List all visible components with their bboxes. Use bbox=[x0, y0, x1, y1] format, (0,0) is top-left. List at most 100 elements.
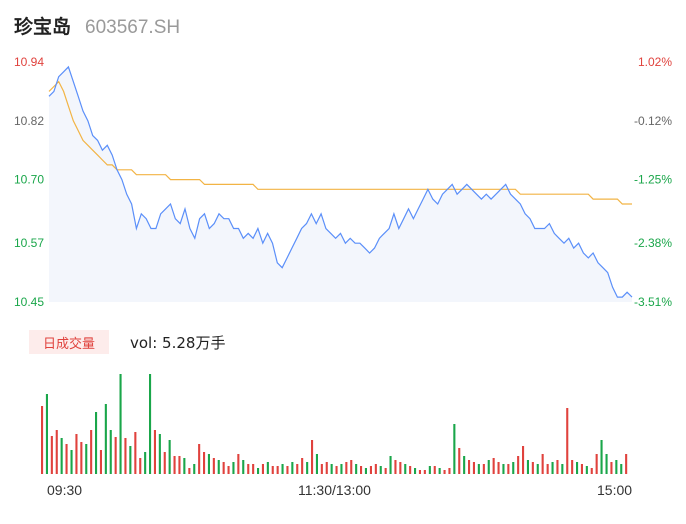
stock-code: 603567.SH bbox=[85, 17, 181, 38]
volume-bar bbox=[345, 462, 348, 474]
volume-bar bbox=[45, 394, 48, 474]
volume-bar bbox=[149, 374, 152, 474]
time-label-open: 09:30 bbox=[47, 482, 83, 498]
volume-bar bbox=[330, 464, 333, 474]
volume-bar bbox=[276, 466, 279, 474]
volume-bar bbox=[232, 462, 235, 474]
volume-bar bbox=[580, 464, 583, 474]
volume-bar bbox=[448, 468, 451, 474]
volume-bar bbox=[600, 440, 603, 474]
volume-bar bbox=[374, 464, 377, 474]
volume-bar bbox=[296, 464, 299, 474]
left-price-axis: 10.94 10.82 10.70 10.57 10.45 bbox=[14, 55, 44, 309]
volume-bar bbox=[438, 468, 441, 474]
time-label-close: 15:00 bbox=[597, 482, 633, 498]
volume-bar bbox=[541, 454, 544, 474]
volume-bar bbox=[497, 462, 500, 474]
volume-bar bbox=[379, 466, 382, 474]
volume-bar bbox=[615, 460, 618, 474]
volume-bar bbox=[95, 412, 98, 474]
volume-bar bbox=[428, 466, 431, 474]
volume-bar bbox=[561, 464, 564, 474]
volume-bar bbox=[207, 454, 210, 474]
volume-bar bbox=[60, 438, 63, 474]
volume-bar bbox=[124, 438, 127, 474]
volume-bar bbox=[556, 460, 559, 474]
volume-bar bbox=[482, 464, 485, 474]
volume-bar bbox=[512, 462, 515, 474]
volume-bar bbox=[153, 430, 156, 474]
volume-bar bbox=[183, 458, 186, 474]
volume-bar bbox=[291, 462, 294, 474]
stock-name: 珍宝岛 bbox=[14, 16, 72, 38]
volume-bar bbox=[360, 466, 363, 474]
volume-bar bbox=[114, 437, 117, 474]
volume-bar bbox=[212, 458, 215, 474]
volume-bar bbox=[414, 468, 417, 474]
volume-bar bbox=[129, 446, 132, 474]
percent-tick-label: 1.02% bbox=[638, 55, 672, 69]
volume-bar bbox=[453, 424, 456, 474]
volume-bar bbox=[252, 464, 255, 474]
volume-bar bbox=[188, 468, 191, 474]
volume-bar bbox=[517, 456, 520, 474]
volume-bar bbox=[104, 404, 107, 474]
volume-bar bbox=[247, 464, 250, 474]
price-tick-label: 10.70 bbox=[14, 173, 44, 187]
volume-bar bbox=[625, 454, 628, 474]
volume-bar bbox=[468, 460, 471, 474]
volume-bar bbox=[85, 444, 88, 474]
volume-bar bbox=[595, 454, 598, 474]
volume-bar bbox=[433, 466, 436, 474]
volume-readout: vol: 5.28万手 bbox=[130, 334, 226, 352]
volume-bar bbox=[301, 458, 304, 474]
volume-bar bbox=[472, 462, 475, 474]
volume-bar bbox=[193, 464, 196, 474]
volume-bar bbox=[65, 444, 68, 474]
volume-tab[interactable]: 日成交量 bbox=[29, 330, 109, 354]
volume-bar bbox=[286, 466, 289, 474]
volume-bar bbox=[340, 464, 343, 474]
volume-bar bbox=[173, 456, 176, 474]
volume-bar bbox=[536, 464, 539, 474]
volume-bar bbox=[364, 468, 367, 474]
volume-bar bbox=[139, 458, 142, 474]
volume-bar bbox=[242, 460, 245, 474]
volume-bar bbox=[590, 468, 593, 474]
volume-bar bbox=[266, 462, 269, 474]
volume-bar bbox=[90, 430, 93, 474]
volume-bar bbox=[605, 454, 608, 474]
volume-bar bbox=[389, 456, 392, 474]
volume-bar bbox=[217, 460, 220, 474]
volume-bar bbox=[168, 440, 171, 474]
price-tick-label: 10.94 bbox=[14, 55, 44, 69]
volume-bar bbox=[394, 460, 397, 474]
volume-bar bbox=[522, 446, 525, 474]
volume-bar bbox=[237, 454, 240, 474]
volume-bar bbox=[458, 448, 461, 474]
volume-bar bbox=[50, 436, 53, 474]
volume-bar bbox=[355, 464, 358, 474]
volume-bar bbox=[566, 408, 569, 474]
volume-bar bbox=[443, 470, 446, 474]
volume-bar bbox=[271, 466, 274, 474]
volume-bar bbox=[487, 460, 490, 474]
price-line bbox=[48, 65, 633, 298]
volume-bar bbox=[399, 462, 402, 474]
volume-bar bbox=[526, 460, 529, 474]
price-tick-label: 10.45 bbox=[14, 295, 44, 309]
time-label-midday: 11:30/13:00 bbox=[298, 482, 371, 498]
volume-bar bbox=[80, 442, 83, 474]
volume-bar bbox=[134, 432, 137, 474]
price-tick-label: 10.57 bbox=[14, 236, 44, 250]
volume-bar bbox=[531, 462, 534, 474]
right-percent-axis: 1.02% -0.12% -1.25% -2.38% -3.51% bbox=[634, 55, 672, 309]
volume-bars bbox=[41, 374, 628, 474]
volume-bar bbox=[477, 464, 480, 474]
volume-bar bbox=[551, 462, 554, 474]
volume-bar bbox=[222, 462, 225, 474]
volume-bar bbox=[109, 430, 112, 474]
volume-bar bbox=[463, 456, 466, 474]
volume-bar bbox=[320, 464, 323, 474]
volume-bar bbox=[70, 450, 73, 474]
